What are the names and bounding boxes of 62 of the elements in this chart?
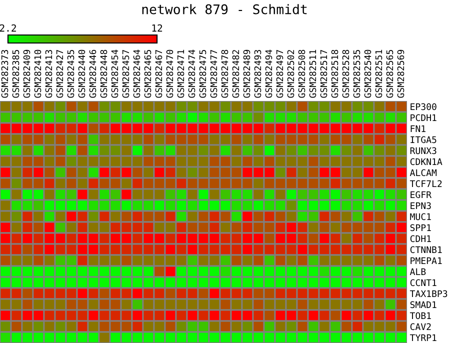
x-tick-label: GSM282467 — [155, 50, 162, 98]
y-tick-label: CAV2 — [410, 323, 431, 330]
y-tick-label: EP300 — [410, 103, 436, 110]
x-tick-label: GSM282446 — [89, 50, 96, 98]
x-tick-label: GSM282475 — [199, 50, 206, 98]
x-tick-label: GSM282471 — [177, 50, 184, 98]
x-tick-label: GSM282540 — [364, 50, 372, 98]
x-tick-label: GSM282569 — [397, 50, 404, 98]
x-tick-label: GSM282508 — [298, 50, 306, 98]
y-tick-label: RUNX3 — [410, 147, 436, 154]
y-tick-label: TCF7L2 — [410, 180, 442, 188]
y-tick-label: PMEPA1 — [410, 257, 442, 264]
x-tick-label: GSM282440 — [78, 50, 86, 98]
y-tick-label: TOB1 — [410, 312, 431, 320]
x-tick-label: GSM282482 — [232, 50, 240, 98]
x-tick-label: GSM282528 — [342, 50, 350, 98]
color-bar-label: 2.2 — [0, 24, 16, 32]
y-tick-label: ALCAM — [410, 169, 437, 176]
x-tick-label: GSM282413 — [45, 50, 52, 98]
x-tick-label: GSM282535 — [353, 50, 360, 98]
x-tick-label: GSM282518 — [331, 50, 338, 98]
x-tick-label: GSM282470 — [166, 50, 174, 98]
x-tick-label: GSM282551 — [375, 50, 382, 98]
y-tick-label: TAX1BP3 — [410, 290, 448, 298]
y-tick-label: MUC1 — [410, 213, 431, 220]
y-tick-label: EPN3 — [410, 202, 431, 210]
x-tick-label: GSM282474 — [188, 50, 196, 98]
x-tick-label: GSM282497 — [276, 50, 284, 98]
x-tick-label: GSM282454 — [111, 50, 118, 98]
x-tick-label: GSM282427 — [56, 50, 64, 98]
y-tick-label: CDKN1A — [410, 158, 442, 166]
x-tick-label: GSM282457 — [122, 50, 130, 98]
y-tick-label: CCNT1 — [410, 279, 436, 286]
y-tick-label: EGFR — [410, 191, 432, 198]
x-tick-label: GSM282409 — [23, 50, 30, 98]
y-tick-label: SMAD1 — [410, 301, 436, 308]
x-tick-label: GSM282511 — [309, 50, 316, 98]
x-tick-label: GSM282464 — [133, 50, 140, 98]
y-tick-label: CTNNB1 — [410, 246, 442, 254]
x-tick-label: GSM282565 — [386, 50, 394, 98]
x-tick-label: GSM282385 — [12, 50, 20, 98]
x-tick-label: GSM282435 — [67, 50, 74, 98]
x-tick-label: GSM282493 — [254, 50, 262, 98]
y-tick-label: ALB — [410, 268, 426, 275]
chart-title: network 879 - Schmidt — [142, 4, 307, 14]
x-tick-label: GSM282502 — [287, 50, 294, 98]
y-tick-label: PCDH1 — [410, 114, 436, 122]
x-tick-label: GSM282489 — [243, 50, 250, 98]
x-tick-label: GSM282465 — [144, 50, 152, 98]
y-tick-label: TYRP1 — [410, 334, 436, 341]
y-tick-label: FN1 — [410, 125, 426, 132]
x-tick-label: GSM282373 — [1, 50, 8, 98]
x-tick-label: GSM282478 — [221, 50, 228, 98]
x-tick-label: GSM282477 — [210, 50, 218, 98]
x-tick-label: GSM282410 — [34, 50, 42, 98]
x-tick-label: GSM282494 — [265, 50, 272, 98]
y-tick-label: ITGA5 — [410, 136, 436, 144]
x-tick-label: GSM282448 — [100, 50, 108, 98]
color-bar-label: 12 — [152, 24, 162, 32]
y-tick-label: SPP1 — [410, 224, 431, 232]
y-tick-label: CDH1 — [410, 235, 431, 242]
x-tick-label: GSM282517 — [320, 50, 328, 98]
